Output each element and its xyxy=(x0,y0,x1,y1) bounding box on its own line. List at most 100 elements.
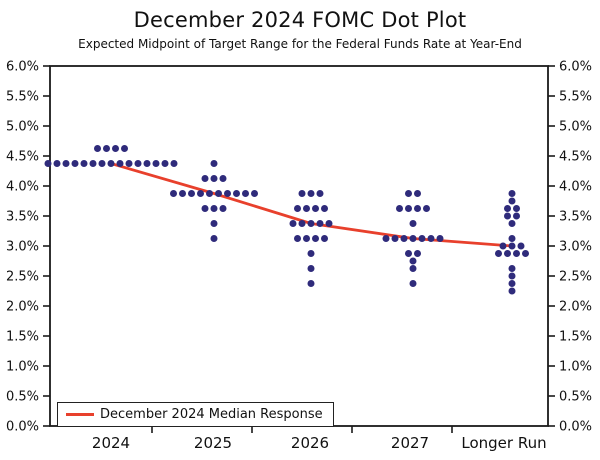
y-tick-label-left: 5.0% xyxy=(6,120,39,135)
y-tick-label-left: 4.5% xyxy=(6,150,39,165)
y-tick-label-right: 1.0% xyxy=(559,360,592,375)
projection-dot xyxy=(89,160,97,167)
y-tick-label-left: 3.0% xyxy=(6,240,39,255)
y-tick-label-left: 6.0% xyxy=(6,60,39,75)
projection-dot xyxy=(294,235,301,242)
y-tick-label-right: 6.0% xyxy=(559,60,592,75)
projection-dot xyxy=(116,160,124,167)
y-tick-label-right: 3.5% xyxy=(559,210,592,225)
projection-dot xyxy=(405,250,412,257)
legend-label: December 2024 Median Response xyxy=(100,407,323,422)
projection-dot xyxy=(215,190,222,197)
y-tick-label-left: 0.0% xyxy=(6,420,39,435)
projection-dot xyxy=(513,212,520,220)
x-category-label: 2024 xyxy=(92,434,130,452)
projection-dot xyxy=(94,145,101,152)
y-tick-label-right: 2.5% xyxy=(559,270,592,285)
projection-dot xyxy=(143,160,151,167)
projection-dot xyxy=(62,160,70,167)
y-tick-label-right: 4.5% xyxy=(559,150,592,165)
projection-dot xyxy=(103,145,110,152)
projection-dot xyxy=(233,190,240,197)
projection-dot xyxy=(210,175,218,182)
projection-dot xyxy=(210,160,218,167)
y-tick-label-right: 5.0% xyxy=(559,120,592,135)
projection-dot xyxy=(409,280,417,287)
projection-dot xyxy=(508,190,516,197)
projection-dot xyxy=(427,235,435,242)
projection-dot xyxy=(405,190,412,197)
projection-dot xyxy=(53,160,61,167)
projection-dot xyxy=(321,205,328,212)
projection-dot xyxy=(201,175,209,182)
projection-dot xyxy=(499,242,507,250)
projection-dot xyxy=(307,190,315,197)
projection-dot xyxy=(508,265,516,272)
projection-dot xyxy=(210,220,218,227)
projection-dot xyxy=(188,190,195,197)
projection-dot xyxy=(80,160,88,167)
y-tick-label-right: 4.0% xyxy=(559,180,592,195)
projection-dot xyxy=(197,190,204,197)
projection-dot xyxy=(418,235,426,242)
projection-dot xyxy=(112,145,119,152)
projection-dot xyxy=(303,235,310,242)
projection-dot xyxy=(504,205,511,212)
projection-dot xyxy=(312,235,319,242)
median-line-swatch xyxy=(66,413,94,416)
projection-dot xyxy=(219,205,227,212)
projection-dot xyxy=(517,242,525,250)
projection-dot xyxy=(414,250,421,257)
projection-dot xyxy=(210,235,218,242)
projection-dot xyxy=(508,287,516,295)
projection-dot xyxy=(316,220,324,227)
projection-dot xyxy=(161,160,169,167)
projection-dot xyxy=(307,265,315,272)
projection-dot xyxy=(224,190,231,197)
median-line xyxy=(110,162,513,248)
projection-dot xyxy=(508,272,516,280)
y-tick-label-right: 0.5% xyxy=(559,390,592,405)
projection-dot xyxy=(71,160,79,167)
y-tick-label-right: 1.5% xyxy=(559,330,592,345)
y-tick-label-right: 3.0% xyxy=(559,240,592,255)
projection-dot xyxy=(307,280,315,287)
y-tick-label-left: 1.0% xyxy=(6,360,39,375)
projection-dot xyxy=(152,160,160,167)
projection-dot xyxy=(508,197,516,205)
projection-dot xyxy=(504,212,511,220)
projection-dot xyxy=(98,160,106,167)
projection-dot xyxy=(242,190,249,197)
projection-dot xyxy=(307,250,315,257)
projection-dot xyxy=(508,280,516,287)
projection-dot xyxy=(513,250,520,257)
projection-dot xyxy=(405,205,412,212)
projection-dot xyxy=(170,190,177,197)
projection-dot xyxy=(513,205,520,212)
projection-dot xyxy=(201,205,209,212)
projection-dot xyxy=(206,190,213,197)
projection-dot xyxy=(508,242,516,250)
chart-subtitle: Expected Midpoint of Target Range for th… xyxy=(78,37,522,51)
projection-dot xyxy=(409,235,417,242)
projection-dot xyxy=(409,220,417,227)
projection-dot xyxy=(414,190,421,197)
projection-dot xyxy=(316,190,324,197)
projection-dot xyxy=(400,235,408,242)
projection-dot xyxy=(414,205,421,212)
projection-dot xyxy=(298,220,306,227)
projection-dot xyxy=(436,235,444,242)
projection-dot xyxy=(423,205,430,212)
y-tick-label-right: 0.0% xyxy=(559,420,592,435)
y-tick-label-left: 4.0% xyxy=(6,180,39,195)
x-category-label: Longer Run xyxy=(461,434,546,452)
projection-dot xyxy=(219,175,227,182)
projection-dot xyxy=(508,220,516,227)
projection-dot xyxy=(522,250,529,257)
projection-dot xyxy=(121,145,128,152)
projection-dot xyxy=(396,205,403,212)
projection-dot xyxy=(298,190,306,197)
projection-dot xyxy=(179,190,186,197)
